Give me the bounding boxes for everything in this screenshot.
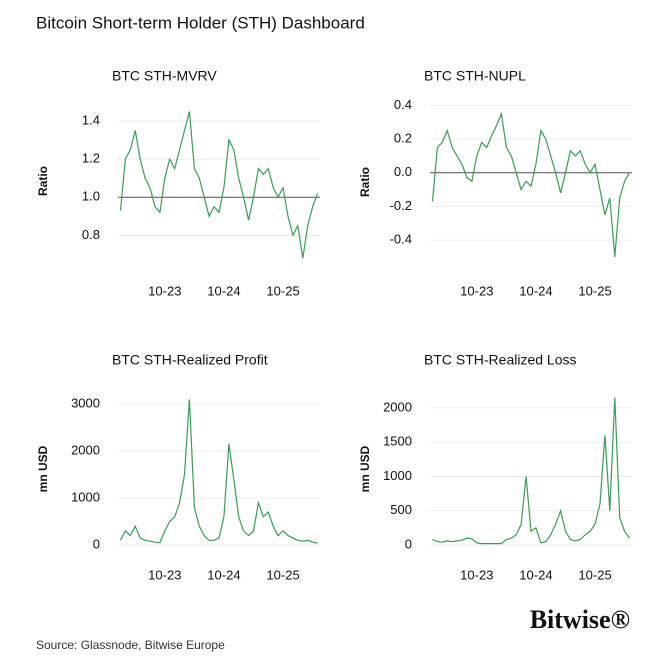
y-tick-label: 2000 (71, 442, 100, 457)
chart-title: BTC STH-Realized Profit (112, 352, 268, 368)
x-tick-label: 10-23 (148, 567, 181, 582)
y-tick-label: 0.0 (394, 164, 412, 179)
x-tick-label: 10-24 (207, 567, 240, 582)
data-line (432, 397, 630, 545)
y-tick-label: 3000 (71, 396, 100, 411)
y-tick-label: 2000 (383, 399, 412, 414)
y-tick-label: 1500 (383, 434, 412, 449)
chart-title: BTC STH-MVRV (112, 68, 217, 84)
y-tick-label: 0 (405, 536, 412, 551)
x-tick-label: 10-24 (519, 283, 552, 298)
y-axis-label: Ratio (358, 167, 372, 197)
data-line (119, 399, 318, 544)
x-tick-label: 10-23 (460, 567, 493, 582)
y-tick-label: 1000 (383, 468, 412, 483)
data-line (119, 111, 319, 259)
y-tick-label: -0.2 (390, 198, 412, 213)
y-tick-label: 1.4 (82, 112, 100, 127)
source-note: Source: Glassnode, Bitwise Europe (36, 638, 225, 652)
x-tick-label: 10-25 (578, 567, 611, 582)
x-tick-label: 10-25 (266, 283, 299, 298)
y-tick-label: 0.4 (394, 97, 412, 112)
y-axis-label: mn USD (36, 445, 50, 492)
y-tick-label: 1.2 (82, 151, 100, 166)
x-tick-label: 10-23 (148, 283, 181, 298)
x-tick-label: 10-25 (578, 283, 611, 298)
x-tick-label: 10-24 (207, 283, 240, 298)
brand-logo: Bitwise® (530, 605, 630, 634)
y-tick-label: 0 (93, 536, 100, 551)
y-tick-label: 0.2 (394, 130, 412, 145)
y-tick-label: 0.8 (82, 227, 100, 242)
y-axis-label: mn USD (358, 445, 372, 492)
y-tick-label: 500 (390, 502, 412, 517)
x-tick-label: 10-23 (460, 283, 493, 298)
chart-title: BTC STH-Realized Loss (424, 352, 577, 368)
x-tick-label: 10-25 (266, 567, 299, 582)
chart-title: BTC STH-NUPL (424, 68, 526, 84)
y-tick-label: 1000 (71, 489, 100, 504)
y-tick-label: -0.4 (390, 232, 412, 247)
data-line (431, 111, 631, 257)
y-axis-label: Ratio (36, 166, 50, 196)
y-tick-label: 1.0 (82, 189, 100, 204)
x-tick-label: 10-24 (519, 567, 552, 582)
page-title: Bitcoin Short-term Holder (STH) Dashboar… (36, 13, 365, 32)
